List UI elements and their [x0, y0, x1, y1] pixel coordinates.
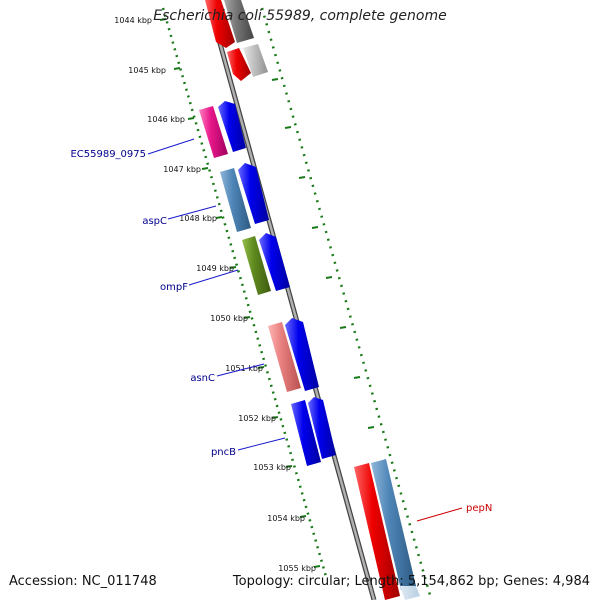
- feature-cds-4: [285, 318, 319, 391]
- map-title: Escherichia coli 55989, complete genome: [153, 8, 447, 24]
- gene-label-ompf[interactable]: ompF: [160, 282, 188, 293]
- feature-cds-6: [308, 397, 336, 459]
- feature-steel-pepn: [371, 459, 416, 590]
- feature-pale-tail: [400, 586, 420, 600]
- ruler-label: 1047 kbp: [163, 165, 201, 174]
- leader-aspc: [167, 205, 217, 220]
- inner-ruler-ticks: [159, 18, 321, 568]
- ruler-label: 1051 kbp: [225, 364, 263, 373]
- ruler-label: 1046 kbp: [147, 115, 185, 124]
- leader-ec55989-0975: [147, 138, 195, 155]
- feature-silver: [243, 44, 268, 77]
- genome-summary-text: Topology: circular; Length: 5,154,862 bp…: [232, 574, 590, 589]
- feature-cds-3: [259, 233, 290, 291]
- gene-label-pncb[interactable]: pncB: [211, 447, 236, 458]
- ruler-label: 1054 kbp: [267, 514, 305, 523]
- gene-label-ec55989-0975[interactable]: EC55989_0975: [70, 149, 146, 160]
- leader-pepn: [416, 507, 463, 522]
- ruler-label: 1044 kbp: [114, 16, 152, 25]
- accession-text: Accession: NC_011748: [9, 574, 157, 589]
- gene-label-aspc[interactable]: aspC: [142, 216, 167, 227]
- inner-ruler-track: [161, 7, 329, 581]
- gene-label-pepn[interactable]: pepN: [466, 503, 492, 514]
- leader-asnc: [216, 363, 265, 377]
- leader-ompf: [188, 269, 239, 286]
- feature-olive: [242, 236, 271, 295]
- feature-cds-1: [218, 101, 246, 152]
- leader-pncb: [237, 437, 286, 451]
- ruler-labels: 1044 kbp 1045 kbp 1046 kbp 1047 kbp 1048…: [114, 16, 316, 573]
- ruler-label: 1055 kbp: [278, 564, 316, 573]
- ruler-label: 1053 kbp: [253, 463, 291, 472]
- ruler-label: 1045 kbp: [128, 66, 166, 75]
- outer-ruler-track: [260, 7, 432, 596]
- feature-cds-5: [291, 400, 321, 466]
- ruler-label: 1050 kbp: [210, 314, 248, 323]
- ruler-label: 1049 kbp: [196, 264, 234, 273]
- feature-cds-2: [238, 163, 269, 224]
- feature-salmon: [268, 322, 301, 392]
- feature-red-pepn: [354, 463, 400, 600]
- ruler-label: 1052 kbp: [238, 414, 276, 423]
- feature-steel: [220, 168, 251, 232]
- feature-red-top: [205, 0, 235, 48]
- feature-pink: [199, 106, 228, 158]
- feature-red-arrow: [227, 48, 251, 81]
- feature-gray-top: [224, 0, 254, 43]
- gene-label-asnc[interactable]: asnC: [190, 373, 215, 384]
- ruler-label: 1048 kbp: [179, 214, 217, 223]
